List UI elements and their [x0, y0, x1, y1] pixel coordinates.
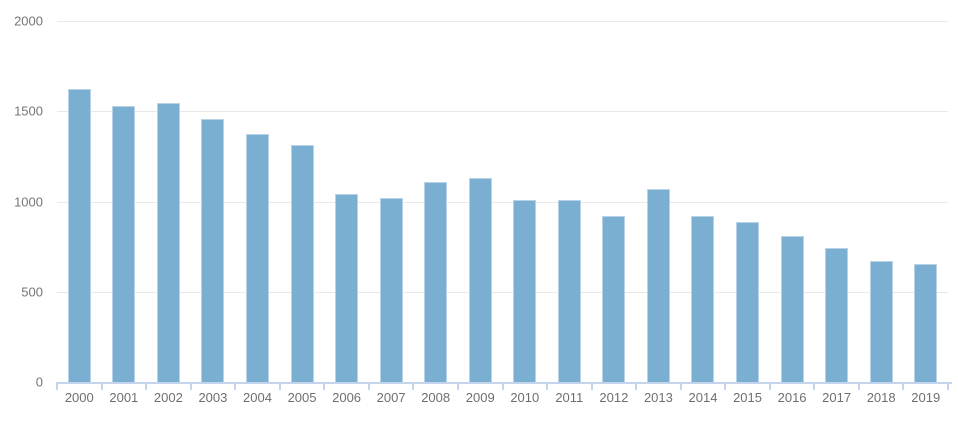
- bar-2011[interactable]: [557, 199, 581, 382]
- bar-2014[interactable]: [691, 216, 715, 382]
- x-axis-tick-label-2002: 2002: [153, 390, 183, 405]
- x-axis-tick: [456, 382, 459, 390]
- bar-2019[interactable]: [914, 263, 938, 382]
- x-axis-tick-label-2016: 2016: [777, 390, 807, 405]
- bar-2006[interactable]: [335, 194, 359, 382]
- x-axis-tick: [145, 382, 148, 390]
- x-axis-tick-label-2019: 2019: [911, 390, 941, 405]
- bar-2017[interactable]: [825, 247, 849, 382]
- x-axis-tick: [501, 382, 504, 390]
- x-axis-tick-label-2007: 2007: [376, 390, 406, 405]
- x-axis-tick: [857, 382, 860, 390]
- x-axis-tick: [56, 382, 58, 390]
- bar-2015[interactable]: [736, 221, 760, 382]
- x-axis-tick: [768, 382, 771, 390]
- x-axis-tick-label-2008: 2008: [421, 390, 451, 405]
- x-axis-tick-label-2000: 2000: [64, 390, 94, 405]
- x-axis-tick: [189, 382, 192, 390]
- gridline-1500: [57, 111, 948, 113]
- x-axis-tick-label-2015: 2015: [733, 390, 762, 405]
- plot-area: 0 500 1000 1500 2000 2000 2001 2002 2003 2004 2005…: [14, 14, 952, 405]
- bar-2003[interactable]: [201, 119, 225, 382]
- y-axis-tick-label-1500: 1500: [14, 103, 43, 119]
- y-axis-tick-label-1000: 1000: [14, 194, 43, 209]
- gridline-500: [57, 291, 948, 293]
- x-axis-tick: [947, 382, 949, 390]
- bar-2008[interactable]: [424, 182, 448, 382]
- y-axis-tick-label-500: 500: [21, 284, 43, 300]
- x-axis-tick: [546, 382, 549, 390]
- bar-2010[interactable]: [513, 199, 537, 382]
- x-axis-tick: [724, 382, 727, 390]
- bar-2009[interactable]: [468, 178, 492, 382]
- x-axis-tick-label-2001: 2001: [109, 390, 139, 405]
- x-axis-tick: [679, 382, 682, 390]
- bar-2018[interactable]: [869, 260, 893, 382]
- x-axis-tick: [367, 382, 370, 390]
- x-axis-tick: [412, 382, 415, 390]
- x-axis-tick-label-2006: 2006: [332, 390, 362, 405]
- x-axis-tick-label-2011: 2011: [555, 390, 584, 405]
- x-axis-tick-label-2005: 2005: [287, 390, 317, 405]
- x-axis-tick-label-2004: 2004: [243, 390, 272, 405]
- bar-2005[interactable]: [290, 145, 314, 382]
- bar-2002[interactable]: [156, 103, 180, 382]
- x-axis-tick: [100, 382, 103, 390]
- bar-2000[interactable]: [67, 89, 91, 382]
- x-axis-tick-label-2014: 2014: [688, 390, 718, 405]
- x-axis-tick-label-2012: 2012: [599, 390, 629, 405]
- x-axis-tick-label-2009: 2009: [465, 390, 495, 405]
- x-axis-tick: [635, 382, 638, 390]
- y-axis-tick-label-2000: 2000: [14, 13, 43, 29]
- x-axis-tick-label-2013: 2013: [643, 390, 673, 405]
- bar-2001[interactable]: [112, 106, 136, 382]
- x-axis-tick-label-2018: 2018: [866, 390, 896, 405]
- bar-2007[interactable]: [379, 197, 403, 382]
- gridline-1000: [57, 201, 948, 203]
- gridline-2000: [57, 21, 948, 22]
- x-axis-line: [57, 382, 952, 384]
- x-axis-tick: [278, 382, 281, 390]
- bar-2016[interactable]: [780, 235, 804, 382]
- x-axis-tick: [902, 382, 905, 390]
- x-axis-tick: [234, 382, 237, 390]
- x-axis-tick: [590, 382, 593, 390]
- x-axis-tick-label-2017: 2017: [822, 390, 852, 405]
- x-axis-tick-label-2010: 2010: [510, 390, 540, 405]
- bar-2013[interactable]: [646, 188, 670, 382]
- bar-2012[interactable]: [602, 215, 626, 382]
- bar-2004[interactable]: [245, 134, 269, 382]
- x-axis-tick: [813, 382, 816, 390]
- y-axis-tick-label-0: 0: [35, 374, 43, 390]
- x-axis-tick: [323, 382, 326, 390]
- x-axis-tick-label-2003: 2003: [198, 390, 228, 405]
